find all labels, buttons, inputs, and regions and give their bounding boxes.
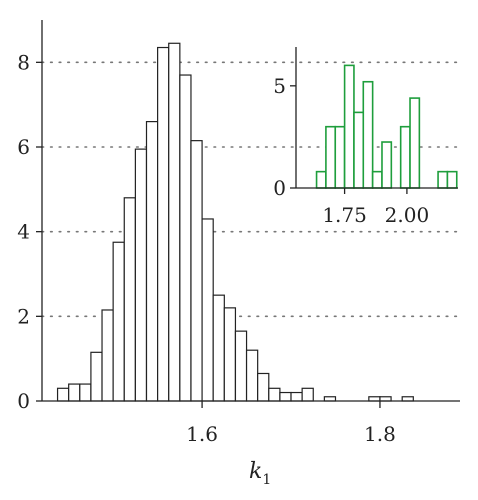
main-bar [145, 120, 159, 402]
inset-bar [446, 170, 458, 189]
inset-bar [362, 80, 374, 189]
inset-bar [437, 170, 449, 189]
main-bar [112, 241, 125, 402]
inset-x-tick-labels: 1.75 2.00 [322, 203, 429, 227]
main-bar [123, 197, 136, 402]
main-x-tick-label: 1.8 [364, 422, 396, 446]
main-bar [279, 391, 292, 402]
main-y-tick-label: 6 [17, 135, 30, 159]
main-bar [301, 387, 314, 402]
main-x-tick-label: 1.6 [186, 422, 218, 446]
main-bar [56, 387, 70, 402]
main-bar [79, 383, 92, 402]
inset-bar [325, 125, 337, 189]
inset-y-tick-label: 0 [273, 176, 286, 200]
x-axis-title-subscript: 1 [262, 472, 271, 488]
inset-x-tick-label: 1.75 [322, 203, 367, 227]
main-y-tick-label: 8 [17, 50, 30, 74]
main-bar [201, 218, 214, 402]
x-axis-title: k1 [249, 459, 271, 488]
main-bar [223, 307, 237, 402]
main-bar [134, 148, 148, 402]
inset-bar [343, 64, 355, 189]
inset-bar [409, 97, 421, 189]
main-bar [245, 349, 259, 402]
main-bar [68, 383, 81, 402]
inset-bar [399, 125, 411, 189]
main-bar [190, 140, 203, 402]
main-x-tick-labels: 1.6 1.8 [186, 422, 396, 446]
main-bar [268, 387, 281, 402]
main-bar [290, 391, 303, 402]
main-bar [179, 74, 192, 402]
inset-y-tick-label: 5 [273, 74, 286, 98]
main-bar [101, 309, 114, 402]
inset-axes [290, 47, 458, 194]
main-axes [36, 20, 460, 408]
inset-bar [371, 170, 383, 189]
x-axis-title-main: k [249, 459, 262, 484]
main-y-tick-label: 0 [17, 389, 30, 413]
inset-bar [315, 170, 327, 189]
main-histogram: 0 2 4 6 8 1.6 1.8 k1 [17, 20, 461, 488]
inset-bar [353, 111, 365, 189]
main-bar [157, 46, 170, 402]
inset-x-tick-label: 2.00 [385, 203, 430, 227]
main-y-tick-labels: 0 2 4 6 8 [17, 50, 30, 413]
inset-bar [381, 141, 393, 189]
main-y-tick-label: 2 [17, 304, 30, 328]
main-y-tick-label: 4 [17, 220, 30, 244]
inset-bars [315, 64, 458, 189]
inset-y-tick-labels: 05 [273, 74, 286, 200]
main-bar [257, 372, 270, 402]
main-grid [41, 61, 461, 318]
main-bar [212, 294, 225, 402]
main-bar [234, 330, 248, 402]
inset-histogram: 05 1.75 2.00 [273, 47, 458, 227]
inset-bar [334, 125, 346, 189]
main-bar [90, 351, 103, 402]
main-bar [168, 42, 181, 402]
